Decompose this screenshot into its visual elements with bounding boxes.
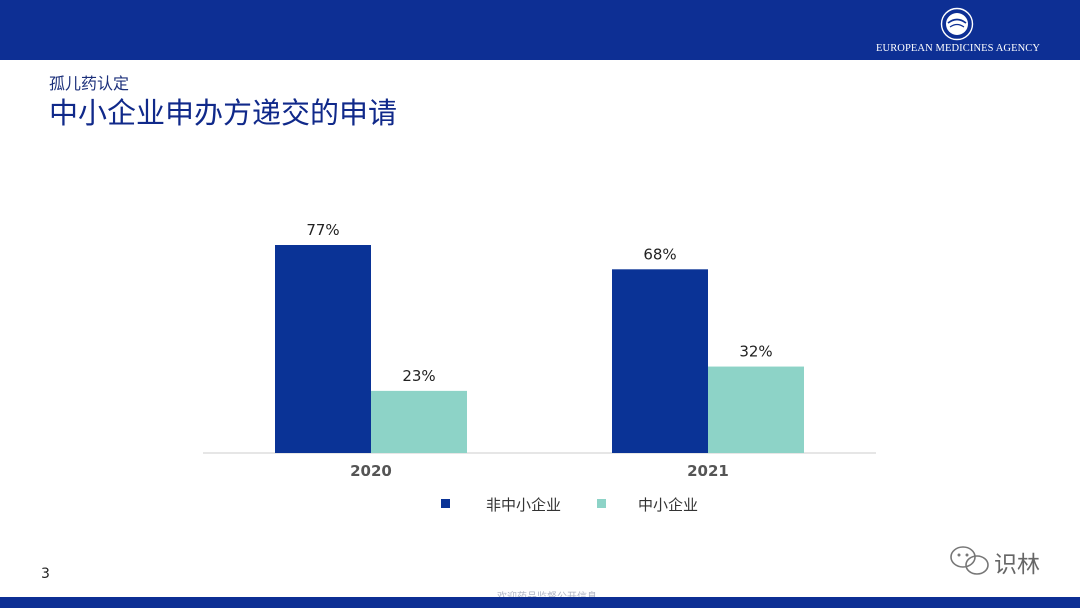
data-label-2021-series-1: 32% bbox=[739, 343, 772, 361]
x-tick-label-2021: 2021 bbox=[687, 462, 729, 480]
wechat-icon bbox=[950, 546, 989, 575]
x-tick-label-2020: 2020 bbox=[350, 462, 392, 480]
legend-label-non-sme: 非中小企业 bbox=[486, 496, 562, 514]
data-label-2020-series-1: 23% bbox=[402, 367, 435, 385]
bar-2021-series-0 bbox=[612, 269, 708, 453]
slide-subtitle: 孤儿药认定 bbox=[49, 74, 130, 93]
slide-title: 中小企业申办方递交的申请 bbox=[49, 96, 398, 130]
footer-band bbox=[0, 597, 1080, 608]
legend-swatch-non-sme bbox=[441, 499, 450, 508]
bar-2021-series-1 bbox=[708, 366, 804, 453]
legend-swatch-sme bbox=[597, 499, 606, 508]
chart-legend: 非中小企业 中小企业 bbox=[0, 494, 1080, 514]
header-band bbox=[0, 0, 1080, 60]
bar-2020-series-0 bbox=[275, 245, 371, 453]
data-label-2020-series-0: 77% bbox=[306, 221, 339, 239]
watermark-brand: 识林 bbox=[994, 552, 1040, 578]
page-number: 3 bbox=[41, 566, 50, 582]
ema-logo-icon bbox=[940, 7, 974, 41]
bar-2020-series-1 bbox=[371, 390, 467, 453]
agency-name: EUROPEAN MEDICINES AGENCY bbox=[876, 43, 1041, 54]
data-label-2021-series-0: 68% bbox=[643, 245, 676, 263]
legend-label-sme: 中小企业 bbox=[638, 496, 699, 514]
